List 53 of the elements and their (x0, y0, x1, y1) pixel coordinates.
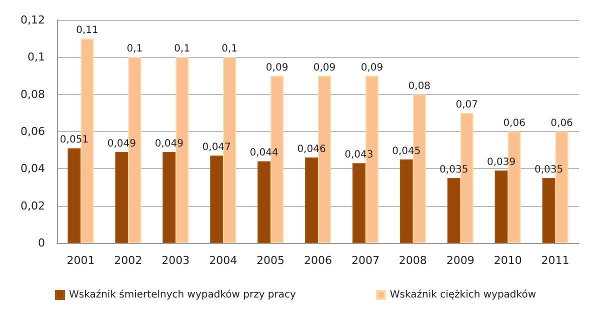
data-label: 0,035 (440, 164, 468, 176)
bar (494, 170, 508, 243)
y-tick-label: 0,1 (28, 50, 45, 64)
legend-label: Wskaźnik ciężkich wypadków (390, 288, 536, 300)
data-label: 0,051 (60, 134, 89, 146)
bar (352, 163, 366, 243)
data-label: 0,1 (126, 44, 143, 55)
data-label: 0,1 (174, 44, 190, 55)
data-label: 0,049 (107, 138, 136, 150)
data-label: 0,046 (297, 144, 326, 156)
x-tick-label: 2007 (351, 254, 380, 267)
bar (258, 161, 271, 243)
x-tick-label: 2009 (446, 254, 474, 267)
data-label: 0,07 (456, 99, 478, 110)
data-label: 0,043 (344, 150, 374, 161)
y-tick-label: 0,04 (20, 162, 45, 176)
x-tick-label: 2010 (494, 254, 522, 267)
x-tick-label: 2005 (256, 254, 285, 267)
x-tick-label: 2008 (398, 254, 427, 267)
bar (542, 178, 556, 243)
legend-label: Wskaźnik śmiertelnych wypadków przy pracy (68, 288, 296, 300)
bar (115, 152, 128, 243)
bar (305, 158, 318, 243)
data-label: 0,06 (550, 118, 573, 129)
data-label: 0,11 (76, 25, 98, 36)
bar (162, 152, 176, 243)
y-tick-label: 0,02 (20, 199, 45, 212)
x-tick-label: 2006 (304, 254, 332, 267)
data-label: 0,1 (222, 44, 238, 55)
y-tick-label: 0,08 (20, 88, 45, 101)
y-tick-label: 0 (38, 236, 45, 250)
x-tick-label: 2004 (209, 254, 238, 267)
data-label: 0,08 (408, 80, 431, 92)
data-label: 0,045 (392, 146, 421, 157)
bar (210, 156, 224, 243)
bar (68, 148, 81, 243)
data-label: 0,06 (503, 118, 526, 129)
data-label: 0,035 (534, 164, 564, 176)
bar (400, 159, 413, 243)
y-tick-label: 0,12 (20, 14, 45, 26)
x-tick-label: 2001 (66, 254, 95, 267)
y-tick-label: 0,06 (20, 125, 45, 138)
data-label: 0,09 (313, 62, 336, 74)
x-tick-label: 2003 (162, 254, 190, 267)
data-label: 0,09 (360, 62, 384, 74)
data-label: 0,044 (250, 148, 278, 159)
data-label: 0,039 (487, 157, 516, 168)
data-label: 0,049 (154, 138, 184, 150)
x-tick-label: 2002 (114, 254, 142, 267)
data-label: 0,09 (266, 62, 288, 74)
data-label: 0,047 (202, 142, 231, 154)
x-tick-label: 2011 (541, 254, 570, 267)
bar (447, 178, 460, 243)
